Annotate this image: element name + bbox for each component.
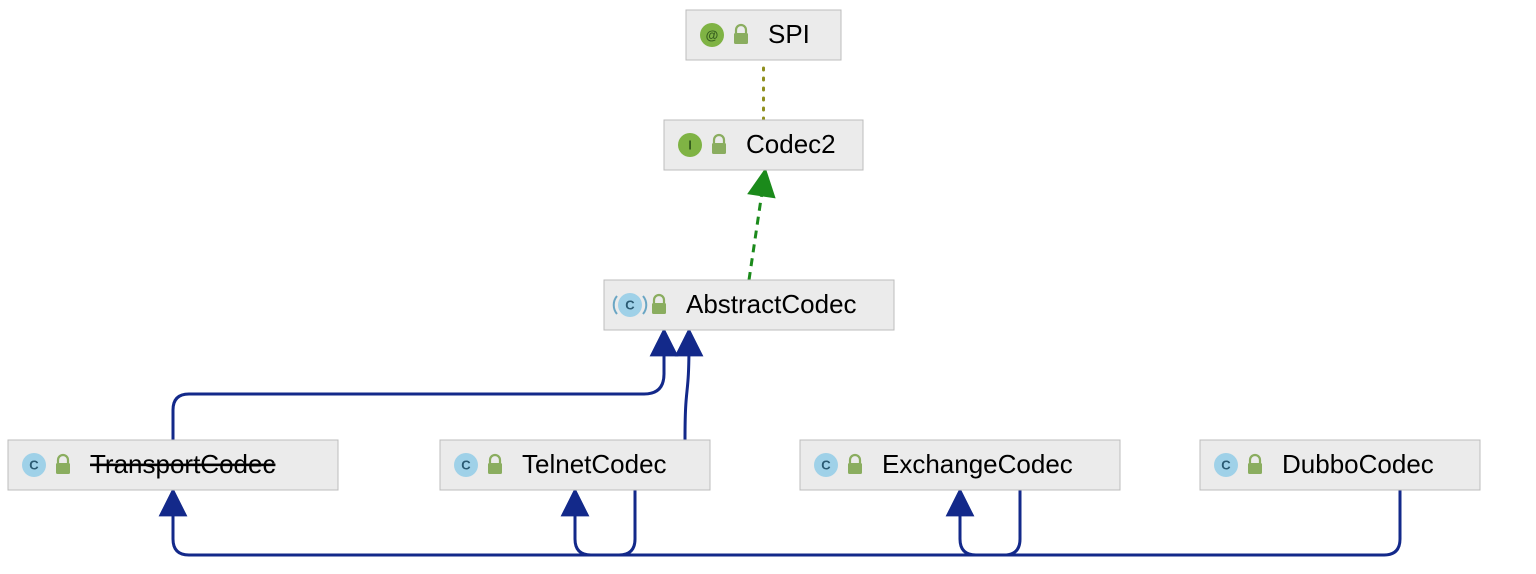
edge-transportcodec-abstractcodec — [173, 342, 664, 440]
node-label: TransportCodec — [90, 449, 275, 479]
edge-abstractcodec-codec2 — [749, 182, 764, 280]
svg-text:C: C — [1221, 457, 1231, 472]
node-dubbocodec: C DubboCodec — [1200, 440, 1480, 490]
node-label: SPI — [768, 19, 810, 49]
svg-text:C: C — [625, 297, 635, 312]
svg-text:@: @ — [706, 27, 719, 42]
edge-telnetcodec-abstractcodec — [685, 342, 689, 440]
svg-text:C: C — [461, 457, 471, 472]
node-label: TelnetCodec — [522, 449, 667, 479]
class-icon: C — [1214, 453, 1238, 477]
node-spi: @ SPI — [686, 10, 841, 60]
node-label: ExchangeCodec — [882, 449, 1073, 479]
edge-dubbocodec-exchangecodec — [960, 490, 1400, 555]
node-label: AbstractCodec — [686, 289, 857, 319]
node-exchangecodec: C ExchangeCodec — [800, 440, 1120, 490]
node-codec2: I Codec2 — [664, 120, 863, 170]
svg-text:C: C — [29, 457, 39, 472]
interface-icon: I — [678, 133, 702, 157]
class-icon: C — [22, 453, 46, 477]
node-label: Codec2 — [746, 129, 836, 159]
node-label: DubboCodec — [1282, 449, 1434, 479]
annotation-icon: @ — [700, 23, 724, 47]
edge-telnetcodec-transportcodec — [173, 490, 635, 555]
class-icon: C — [814, 453, 838, 477]
edge-exchangecodec-telnetcodec — [575, 490, 1020, 555]
class-icon: C — [454, 453, 478, 477]
node-transportcodec: C TransportCodec — [8, 440, 338, 490]
svg-text:C: C — [821, 457, 831, 472]
svg-text:I: I — [688, 137, 692, 152]
node-telnetcodec: C TelnetCodec — [440, 440, 710, 490]
node-abstractcodec: C AbstractCodec — [604, 280, 894, 330]
